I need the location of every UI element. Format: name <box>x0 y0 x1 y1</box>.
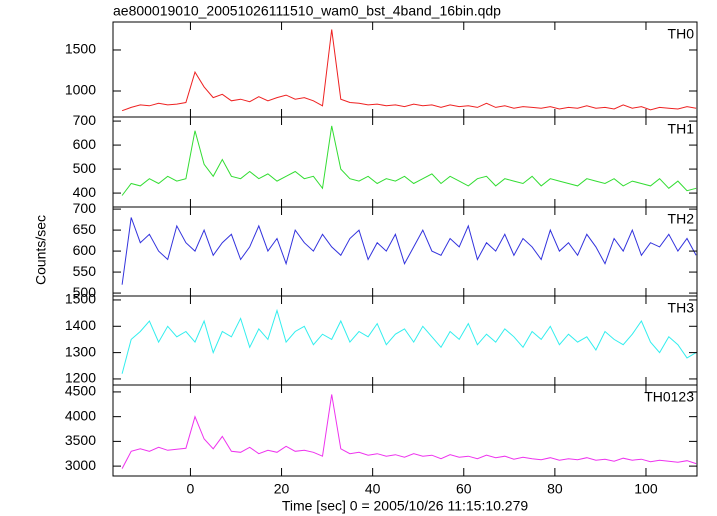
panel-label: TH2 <box>668 211 695 227</box>
chart-title: ae800019010_20051026111510_wam0_bst_4ban… <box>113 3 501 19</box>
y-tick-label: 1400 <box>65 317 96 333</box>
y-tick-label: 600 <box>73 136 97 152</box>
panel-label: TH3 <box>668 300 695 316</box>
light-curve <box>121 394 697 469</box>
y-tick-label: 500 <box>73 284 97 300</box>
panel-label: TH0 <box>668 26 695 42</box>
y-tick-label: 4000 <box>65 407 96 423</box>
x-axis-label: Time [sec] 0 = 2005/10/26 11:15:10.279 <box>282 498 529 514</box>
light-curve <box>121 308 697 374</box>
y-tick-label: 3000 <box>65 457 96 473</box>
y-tick-label: 400 <box>73 184 97 200</box>
y-tick-label: 500 <box>73 160 97 176</box>
x-tick-label: 100 <box>634 481 658 497</box>
y-tick-label: 600 <box>73 242 97 258</box>
y-tick-label: 700 <box>73 200 97 216</box>
x-tick-label: 0 <box>187 481 195 497</box>
y-tick-label: 1500 <box>65 41 96 57</box>
panel-frame <box>112 21 698 118</box>
panel-label: TH1 <box>668 121 695 137</box>
light-curve <box>121 217 697 285</box>
y-tick-label: 1300 <box>65 343 96 359</box>
y-tick-label: 700 <box>73 112 97 128</box>
y-axis-label: Counts/sec <box>33 215 49 285</box>
y-tick-label: 1500 <box>65 291 96 307</box>
light-curve <box>121 29 697 112</box>
x-tick-label: 80 <box>547 481 563 497</box>
y-tick-label: 4500 <box>65 383 96 399</box>
panel-frame <box>112 295 698 386</box>
panel-frame <box>112 116 698 208</box>
y-tick-label: 650 <box>73 221 97 237</box>
x-tick-label: 40 <box>365 481 381 497</box>
x-tick-label: 60 <box>456 481 472 497</box>
light-curve <box>121 125 697 196</box>
y-tick-label: 550 <box>73 263 97 279</box>
x-tick-label: 20 <box>274 481 290 497</box>
y-tick-label: 3500 <box>65 432 96 448</box>
panel-label: TH0123 <box>644 389 694 405</box>
y-tick-label: 1000 <box>65 82 96 98</box>
y-tick-label: 1200 <box>65 370 96 386</box>
panel-frame <box>112 384 698 477</box>
